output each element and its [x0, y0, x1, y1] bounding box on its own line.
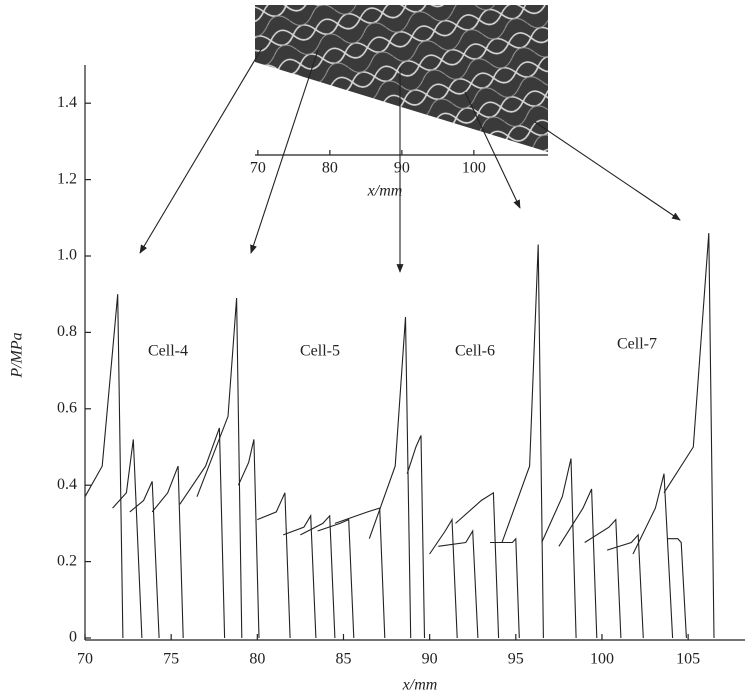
- pressure-trace: [237, 439, 260, 639]
- pressure-trace: [501, 244, 544, 639]
- inset-x-tick-label: 70: [250, 160, 266, 177]
- pressure-trace: [438, 529, 479, 639]
- cell-label: Cell-4: [148, 343, 188, 360]
- inset-mask: [255, 62, 548, 156]
- inset-x-tick-label: 90: [394, 160, 410, 177]
- pressure-trace: [151, 465, 184, 639]
- pressure-trace: [667, 538, 687, 639]
- y-tick-label: 1.2: [57, 170, 77, 187]
- arrow: [464, 91, 521, 209]
- arrow: [139, 47, 263, 254]
- pressure-trace: [368, 317, 412, 639]
- pressure-trace: [632, 473, 674, 639]
- pressure-trace: [541, 458, 577, 639]
- x-tick-label: 90: [422, 651, 438, 668]
- pressure-trace: [490, 537, 520, 639]
- inset-x-tick-label: 80: [322, 160, 338, 177]
- x-tick-label: 70: [77, 651, 93, 668]
- cell-label: Cell-7: [617, 336, 657, 353]
- pressure-trace: [606, 533, 644, 639]
- inset: x/mm: [255, 5, 548, 200]
- pressure-trace: [84, 294, 124, 639]
- pressure-trace: [455, 491, 500, 639]
- y-axis-label: P/MPa: [9, 332, 26, 378]
- y-tick-label: 0.8: [57, 323, 77, 340]
- pressure-trace: [663, 233, 715, 639]
- y-tick-label: 1.4: [57, 94, 77, 111]
- pressure-trace: [558, 488, 598, 639]
- pressure-trace: [317, 518, 355, 639]
- y-tick-label: 0: [69, 629, 77, 646]
- pressure-trace: [406, 435, 426, 639]
- x-tick-label: 95: [508, 651, 524, 668]
- arrow: [250, 49, 319, 254]
- arrow: [534, 121, 681, 221]
- arrows: [139, 47, 681, 273]
- x-axis-label: x/mm: [402, 677, 438, 694]
- pressure-trace: [257, 492, 291, 639]
- pressure-trace: [179, 427, 226, 639]
- pressure-trace: [584, 518, 622, 639]
- y-tick-label: 1.0: [57, 247, 77, 264]
- inset-x-label: x/mm: [367, 183, 403, 200]
- pressure-trace: [334, 507, 386, 639]
- x-tick-label: 105: [676, 651, 700, 668]
- inset-x-tick-label: 100: [462, 160, 486, 177]
- pressure-trace: [129, 481, 160, 639]
- y-tick-label: 0.2: [57, 552, 77, 569]
- pressure-trace: [112, 439, 143, 639]
- y-tick-label: 0.4: [57, 476, 77, 493]
- x-tick-label: 85: [335, 651, 351, 668]
- cell-label: Cell-5: [300, 343, 340, 360]
- y-tick-label: 0.6: [57, 399, 77, 416]
- pressure-trace: [300, 514, 336, 639]
- x-tick-label: 75: [163, 651, 179, 668]
- pressure-trace: [196, 297, 243, 639]
- pressure-trace: [283, 513, 317, 639]
- pressure-trace: [429, 517, 458, 639]
- x-tick-label: 100: [590, 651, 614, 668]
- cell-label: Cell-6: [455, 343, 495, 360]
- x-tick-label: 80: [249, 651, 265, 668]
